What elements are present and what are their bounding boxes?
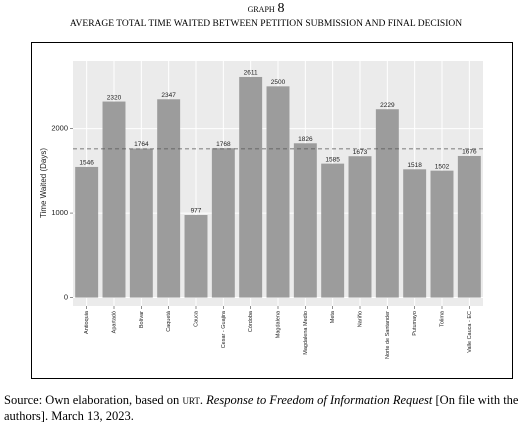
x-tick-label: Bolívar (139, 311, 145, 328)
y-tick-label: 1000 (51, 208, 68, 217)
x-tick-label: Meta (330, 310, 336, 323)
y-tick-label: 2000 (51, 124, 68, 133)
value-label: 1585 (325, 156, 340, 163)
x-tick-label: Magdalena Medio (303, 311, 309, 355)
bar (102, 101, 126, 298)
bar (157, 99, 181, 298)
value-label: 2347 (161, 92, 176, 99)
graph-num: 8 (277, 1, 285, 16)
value-label: 1673 (353, 149, 368, 156)
y-axis-label: Time Waited (Days) (39, 148, 48, 218)
x-tick-label: Nariño (357, 311, 363, 327)
bar (184, 215, 208, 298)
value-label: 1502 (435, 163, 450, 170)
x-tick-label: Cauca (193, 310, 199, 327)
value-label: 1768 (216, 141, 231, 148)
header: graph 8 AVERAGE TOTAL TIME WAITED BETWEE… (0, 0, 532, 29)
bar (239, 76, 263, 298)
y-tick-label: 0 (64, 293, 68, 302)
x-tick-label: Apartadó (111, 311, 117, 333)
x-tick-label: Cesar - Guajira (221, 310, 227, 348)
bar (457, 155, 481, 298)
graph-label: graph (247, 3, 275, 15)
value-label: 1676 (462, 149, 477, 156)
source-org: urt (182, 393, 200, 407)
graph-title: AVERAGE TOTAL TIME WAITED BETWEEN PETITI… (69, 19, 463, 29)
bar (293, 143, 317, 298)
x-tick-label: Norte de Santander (385, 311, 391, 359)
source-sep: . (199, 393, 207, 407)
bar (211, 148, 235, 298)
value-label: 1826 (298, 136, 313, 143)
x-tick-label: Valle Cauca - EC (467, 311, 473, 353)
x-tick-label: Tolima (439, 310, 445, 327)
x-tick-label: Putumayo (412, 311, 418, 336)
value-label: 1764 (134, 141, 149, 148)
bar (75, 166, 99, 298)
x-tick-label: Córdoba (248, 310, 254, 332)
value-label: 2611 (244, 70, 258, 77)
bar (348, 156, 372, 298)
value-label: 2320 (107, 94, 122, 101)
bar (129, 148, 153, 298)
source-note: Source: Own elaboration, based on urt. R… (4, 392, 528, 424)
value-label: 2500 (271, 79, 286, 86)
bar (266, 86, 290, 298)
x-tick-label: Magdalena (275, 310, 281, 338)
graph-number: graph 8 (0, 1, 532, 17)
source-rest: [On file with the authors]. March 13, 20… (4, 393, 519, 423)
source-work: Response to Freedom of Information Reque… (206, 393, 433, 407)
x-tick-label: Antioquia (84, 310, 90, 334)
chart: Time Waited (Days) 0 1000 2000 1546 Antioqui… (31, 42, 513, 379)
value-label: 977 (191, 208, 202, 215)
value-label: 2229 (380, 102, 395, 109)
value-label: 1518 (407, 162, 422, 169)
x-tick-label: Caquetá (166, 310, 172, 332)
bar (375, 109, 399, 298)
bar (430, 170, 454, 298)
bar (403, 169, 427, 298)
value-label: 1546 (79, 160, 94, 167)
bar (321, 163, 345, 298)
source-prefix: Source: Own elaboration, based on (4, 393, 183, 407)
